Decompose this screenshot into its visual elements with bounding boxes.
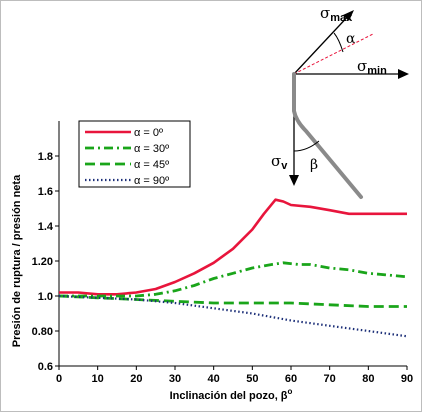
- y-axis-label: Presión de ruptura / presión neta: [11, 174, 23, 347]
- stress-diagram: σmax α σmin σv β: [271, 4, 409, 199]
- series-line-4: [58, 294, 408, 338]
- series-line-2: [59, 261, 408, 298]
- sigma-v-arrowhead: [289, 175, 299, 186]
- y-tick-label: 1.8: [38, 151, 53, 163]
- legend-label-1: α = 0º: [134, 127, 163, 139]
- axes: 0 10 20 30 40 50 60 70 80 90 0.6 0.80 1.0 1.20 1.4 1.6 1…: [32, 121, 413, 385]
- sigma-v-label: σv: [271, 152, 288, 172]
- wellbore: [292, 72, 363, 199]
- legend-label-2: α = 30º: [134, 143, 169, 155]
- y-tick-label: 0.6: [38, 361, 53, 373]
- x-axis-label: Inclinación del pozo, βo: [170, 387, 293, 402]
- legend-label-4: α = 90º: [134, 175, 169, 187]
- x-tick-label: 50: [246, 373, 258, 385]
- sigma-max-arrow: [293, 11, 353, 75]
- x-tick-label: 10: [92, 373, 104, 385]
- x-tick-label: 0: [56, 373, 62, 385]
- legend: α = 0º α = 30º α = 45º α = 90º: [78, 120, 191, 188]
- x-tick-label: 20: [130, 373, 142, 385]
- series-line-3: [58, 294, 407, 308]
- y-tick-label: 1.4: [38, 221, 54, 233]
- alpha-label: α: [346, 31, 356, 47]
- y-tick-label: 1.6: [38, 186, 53, 198]
- sigma-min-label: σmin: [357, 57, 387, 77]
- x-tick-label: 60: [285, 373, 297, 385]
- x-tick-label: 90: [401, 373, 413, 385]
- sigma-max-label: σmax: [320, 4, 353, 24]
- series-layer: [58, 198, 408, 338]
- y-tick-label: 1.0: [38, 291, 53, 303]
- x-tick-label: 80: [362, 373, 374, 385]
- x-tick-label: 30: [169, 373, 181, 385]
- beta-arc: [293, 140, 320, 152]
- alpha-arc: [333, 32, 344, 53]
- legend-label-3: α = 45º: [134, 159, 169, 171]
- y-tick-label: 0.80: [32, 326, 53, 338]
- sigma-min-arrowhead: [398, 69, 409, 79]
- x-tick-label: 40: [208, 373, 220, 385]
- x-tick-label: 70: [324, 373, 336, 385]
- series-line-1: [59, 198, 407, 296]
- y-tick-label: 1.20: [32, 256, 53, 268]
- sigma-max-arrowhead: [343, 10, 354, 21]
- beta-label: β: [310, 157, 318, 173]
